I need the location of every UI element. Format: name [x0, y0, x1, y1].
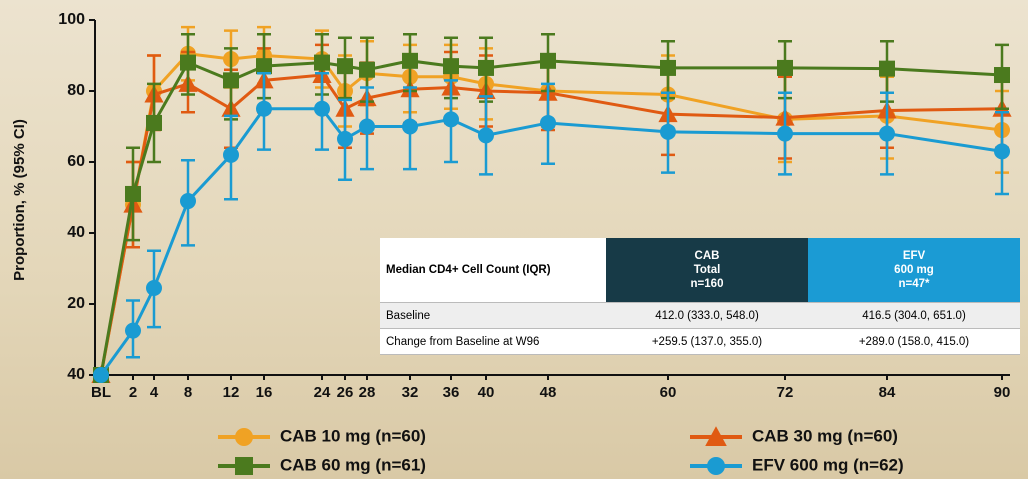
marker — [337, 131, 353, 147]
legend-label: CAB 30 mg (n=60) — [752, 426, 898, 445]
marker — [660, 124, 676, 140]
marker — [256, 58, 272, 74]
y-tick-label: 100 — [58, 11, 85, 28]
legend-marker — [707, 457, 725, 475]
x-tick-label: 8 — [184, 384, 192, 401]
y-tick-label: 20 — [67, 295, 85, 312]
x-tick-label: 24 — [314, 384, 331, 401]
x-tick-label: 36 — [443, 384, 460, 401]
marker — [223, 72, 239, 88]
marker — [93, 367, 109, 383]
x-tick-label: 32 — [402, 384, 419, 401]
x-tick-label: 28 — [359, 384, 376, 401]
marker — [443, 111, 459, 127]
marker — [359, 62, 375, 78]
cell: +289.0 (158.0, 415.0) — [808, 329, 1020, 355]
y-tick-label: 40 — [67, 224, 85, 241]
page: Proportion, % (95% CI) 4020406080100BL24… — [0, 0, 1028, 479]
marker — [146, 115, 162, 131]
marker — [359, 119, 375, 135]
marker — [879, 126, 895, 142]
cell: Change from Baseline at W96 — [380, 329, 606, 355]
marker — [180, 193, 196, 209]
marker — [125, 323, 141, 339]
header-line: n=47* — [814, 277, 1014, 291]
x-tick-label: 72 — [777, 384, 794, 401]
x-tick-label: 60 — [660, 384, 677, 401]
table-header-label: Median CD4+ Cell Count (IQR) — [380, 238, 606, 303]
y-tick-label: 60 — [67, 153, 85, 170]
legend-marker — [235, 428, 253, 446]
marker — [337, 58, 353, 74]
marker — [478, 60, 494, 76]
marker — [402, 53, 418, 69]
marker — [994, 67, 1010, 83]
y-tick-label: 40 — [67, 366, 85, 383]
header-line: Total — [612, 263, 802, 277]
marker — [540, 115, 556, 131]
marker — [180, 55, 196, 71]
x-tick-label: 84 — [879, 384, 896, 401]
cell: Baseline — [380, 303, 606, 329]
cell: +259.5 (137.0, 355.0) — [606, 329, 808, 355]
marker — [994, 143, 1010, 159]
marker — [879, 61, 895, 77]
y-tick-label: 80 — [67, 82, 85, 99]
marker — [478, 127, 494, 143]
marker — [443, 58, 459, 74]
x-tick-label: BL — [91, 384, 111, 401]
x-tick-label: 2 — [129, 384, 137, 401]
x-tick-label: 48 — [540, 384, 557, 401]
marker — [777, 126, 793, 142]
marker — [777, 60, 793, 76]
marker — [314, 55, 330, 71]
x-tick-label: 26 — [337, 384, 354, 401]
legend-label: CAB 60 mg (n=61) — [280, 455, 426, 474]
marker — [256, 101, 272, 117]
legend-marker — [235, 457, 253, 475]
cell: 412.0 (333.0, 548.0) — [606, 303, 808, 329]
marker — [314, 101, 330, 117]
x-tick-label: 40 — [478, 384, 495, 401]
x-tick-label: 4 — [150, 384, 159, 401]
x-tick-label: 16 — [256, 384, 273, 401]
y-axis-label: Proportion, % (95% CI) — [11, 119, 28, 281]
legend-label: EFV 600 mg (n=62) — [752, 455, 904, 474]
header-line: n=160 — [612, 277, 802, 291]
marker — [660, 60, 676, 76]
marker — [146, 280, 162, 296]
table-header-cab: CAB Total n=160 — [606, 238, 808, 303]
header-line: EFV — [814, 249, 1014, 263]
header-line: CAB — [612, 249, 802, 263]
marker — [223, 147, 239, 163]
x-tick-label: 12 — [223, 384, 240, 401]
marker — [125, 186, 141, 202]
table-header-efv: EFV 600 mg n=47* — [808, 238, 1020, 303]
cd4-table: Median CD4+ Cell Count (IQR) CAB Total n… — [380, 238, 1020, 355]
marker — [402, 119, 418, 135]
cell: 416.5 (304.0, 651.0) — [808, 303, 1020, 329]
header-line: 600 mg — [814, 263, 1014, 277]
x-tick-label: 90 — [994, 384, 1011, 401]
legend-label: CAB 10 mg (n=60) — [280, 426, 426, 445]
marker — [540, 53, 556, 69]
